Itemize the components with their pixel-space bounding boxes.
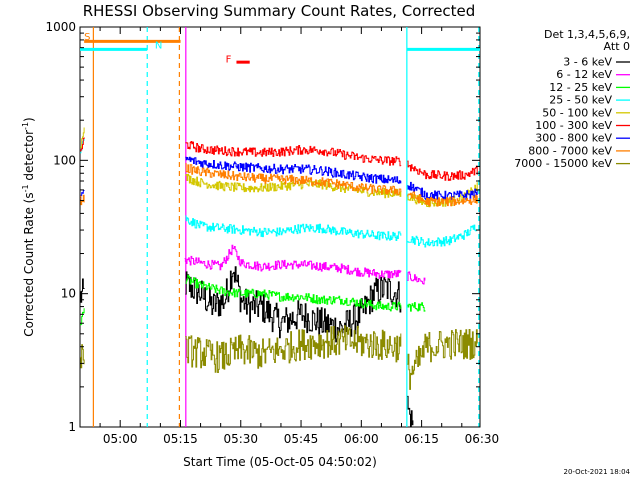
series-line-4 <box>80 138 478 248</box>
y-axis-label-main: Corrected Count Rate (s <box>22 192 36 336</box>
x-tick-label-1: 05:00 <box>103 432 138 446</box>
annotation-label-4: F <box>226 55 232 66</box>
legend-label-7: 300 - 800 keV <box>535 132 612 145</box>
series-line-2 <box>184 244 426 285</box>
y-tick-label-3: 100 <box>53 153 76 167</box>
x-tick-label-4: 05:45 <box>284 432 319 446</box>
legend-label-8: 800 - 7000 keV <box>528 144 612 157</box>
y-axis-label-mid: detector <box>22 130 36 185</box>
y-axis-label-sup1: -1 <box>21 184 30 192</box>
legend-label-1: 3 - 6 keV <box>563 56 612 69</box>
x-tick-label-7: 06:30 <box>465 432 500 446</box>
y-axis-label-sup2: -1 <box>21 122 30 130</box>
legend-label-9: 7000 - 15000 keV <box>514 157 612 170</box>
plot-timestamp: 20-Oct-2021 18:04 <box>564 468 631 476</box>
legend-header-line-2: Att 0 <box>604 40 630 53</box>
series-line-9 <box>80 325 478 390</box>
annotation-label-1: S <box>84 32 90 43</box>
annotation-label-2: N <box>155 40 162 51</box>
y-axis-label: Corrected Count Rate (s-1 detector-1) <box>21 117 36 336</box>
legend-label-5: 50 - 100 keV <box>542 106 612 119</box>
y-axis-label-end: ) <box>22 117 36 122</box>
series-line-8 <box>80 163 478 207</box>
chart-title: RHESSI Observing Summary Count Rates, Co… <box>83 2 476 20</box>
x-tick-label-6: 06:15 <box>404 432 439 446</box>
series-line-3 <box>80 274 426 326</box>
legend-label-3: 12 - 25 keV <box>549 81 612 94</box>
x-tick-label-5: 06:00 <box>344 432 379 446</box>
x-axis-label: Start Time (05-Oct-05 04:50:02) <box>183 455 377 469</box>
plot-frame <box>79 26 481 428</box>
y-tick-label-1: 1 <box>68 420 76 434</box>
legend-label-2: 6 - 12 keV <box>556 68 612 81</box>
x-tick-label-3: 05:30 <box>223 432 258 446</box>
x-tick-label-2: 05:15 <box>163 432 198 446</box>
series-line-1 <box>80 266 414 427</box>
series-line-5 <box>80 127 478 208</box>
series-line-6 <box>80 137 478 181</box>
legend-label-6: 100 - 300 keV <box>535 119 612 132</box>
y-tick-label-2: 10 <box>61 287 76 301</box>
legend-header-line-1: Det 1,3,4,5,6,9, <box>544 28 630 41</box>
y-tick-label-4: 1000 <box>45 20 76 34</box>
legend-label-4: 25 - 50 keV <box>549 94 612 107</box>
